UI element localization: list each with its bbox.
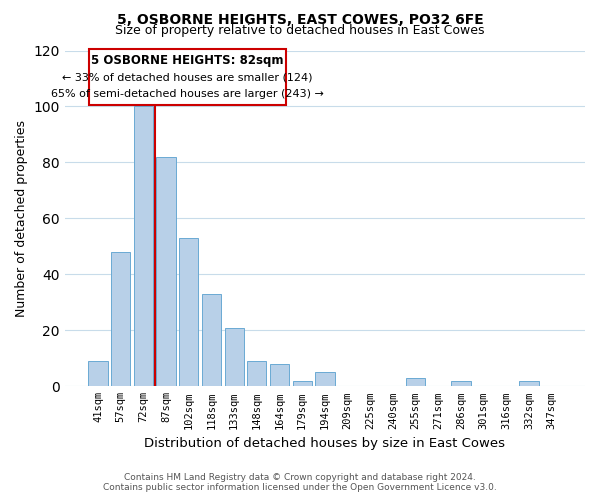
Bar — [157, 157, 176, 386]
Bar — [224, 328, 244, 386]
Text: Contains HM Land Registry data © Crown copyright and database right 2024.
Contai: Contains HM Land Registry data © Crown c… — [103, 473, 497, 492]
Bar — [88, 361, 108, 386]
Text: ← 33% of detached houses are smaller (124): ← 33% of detached houses are smaller (12… — [62, 72, 313, 82]
Bar — [520, 380, 539, 386]
Bar — [270, 364, 289, 386]
Y-axis label: Number of detached properties: Number of detached properties — [15, 120, 28, 317]
Bar — [111, 252, 130, 386]
Bar — [406, 378, 425, 386]
Bar — [247, 361, 266, 386]
Bar — [202, 294, 221, 386]
Text: 65% of semi-detached houses are larger (243) →: 65% of semi-detached houses are larger (… — [51, 89, 324, 99]
Bar — [315, 372, 335, 386]
Bar — [179, 238, 199, 386]
Bar — [451, 380, 470, 386]
Text: 5 OSBORNE HEIGHTS: 82sqm: 5 OSBORNE HEIGHTS: 82sqm — [91, 54, 284, 67]
Text: 5, OSBORNE HEIGHTS, EAST COWES, PO32 6FE: 5, OSBORNE HEIGHTS, EAST COWES, PO32 6FE — [116, 12, 484, 26]
X-axis label: Distribution of detached houses by size in East Cowes: Distribution of detached houses by size … — [145, 437, 505, 450]
Bar — [293, 380, 312, 386]
FancyBboxPatch shape — [89, 49, 286, 105]
Bar — [134, 106, 153, 386]
Text: Size of property relative to detached houses in East Cowes: Size of property relative to detached ho… — [115, 24, 485, 37]
